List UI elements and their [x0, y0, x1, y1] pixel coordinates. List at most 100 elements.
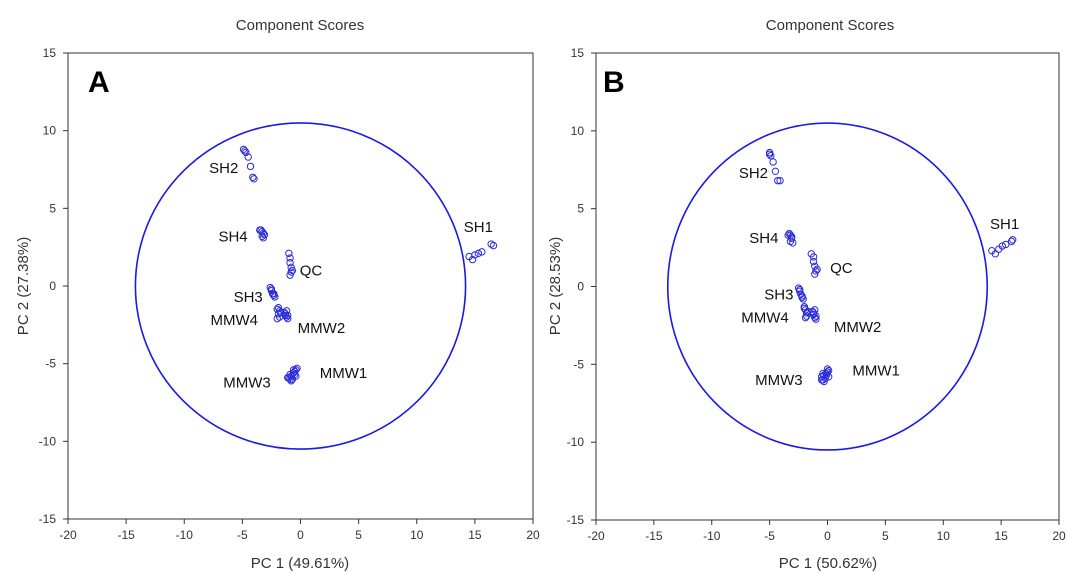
point-mmw2 [808, 307, 817, 316]
point-sh2 [767, 152, 775, 160]
chart-title: Component Scores [766, 17, 894, 34]
x-tick-label: 15 [468, 528, 482, 542]
point-mmw1 [824, 373, 833, 381]
point-qc [286, 259, 294, 267]
point-sh3 [794, 284, 803, 292]
point-sh1 [1002, 240, 1010, 249]
point-mmw1 [823, 368, 832, 376]
point-mmw4 [801, 313, 810, 322]
group-label-qc: QC [300, 262, 323, 279]
point-sh3 [271, 293, 279, 301]
x-axis-label: PC 1 (49.61%) [251, 555, 349, 572]
group-label-sh2: SH2 [209, 160, 238, 177]
group-label-mmw1: MMW1 [852, 363, 900, 380]
point-qc [286, 254, 294, 262]
panel-letter: B [603, 66, 625, 99]
panel-letter: A [88, 66, 110, 99]
point-mmw3 [287, 377, 295, 385]
x-tick-label: 15 [994, 529, 1008, 543]
x-tick-label: -5 [764, 529, 775, 543]
point-qc [286, 271, 294, 279]
point-sh2 [765, 150, 774, 158]
point-sh1 [1009, 236, 1017, 244]
y-tick-label: -10 [39, 434, 57, 448]
y-tick-label: 15 [571, 46, 585, 60]
group-label-mmw4: MMW4 [210, 312, 258, 329]
x-tick-label: 0 [824, 529, 831, 543]
x-axis-label: PC 1 (50.62%) [779, 555, 877, 572]
group-label-mmw2: MMW2 [834, 319, 882, 336]
point-mmw3 [821, 374, 829, 383]
point-sh4 [786, 237, 795, 246]
panel-b: Component Scores B PC 1 (50.62%) PC 2 (2… [547, 17, 1066, 572]
point-qc [287, 263, 295, 272]
point-mmw2 [284, 311, 292, 320]
point-sh2 [246, 162, 255, 171]
x-tick-label: -15 [117, 528, 135, 542]
y-axis-label: PC 2 (28.53%) [547, 237, 564, 335]
point-sh3 [266, 283, 274, 292]
panel-a: Component Scores A PC 1 (49.61%) PC 2 (2… [15, 17, 540, 572]
point-sh4 [259, 234, 267, 242]
point-sh4 [260, 231, 269, 239]
group-label-mmw3: MMW3 [223, 374, 271, 391]
group-label-sh3: SH3 [234, 289, 263, 306]
y-tick-label: 10 [43, 124, 57, 138]
point-sh2 [774, 176, 782, 185]
point-mmw1 [292, 372, 300, 380]
point-sh3 [270, 290, 278, 298]
point-mmw1 [293, 364, 301, 373]
point-qc [809, 257, 818, 266]
group-label-mmw4: MMW4 [741, 310, 789, 327]
x-tick-label: 20 [526, 528, 540, 542]
point-qc [812, 267, 820, 275]
x-tick-label: 10 [937, 529, 951, 543]
point-sh2 [776, 176, 784, 185]
group-label-sh4: SH4 [749, 230, 778, 247]
point-mmw2 [812, 312, 820, 320]
y-tick-label: 15 [43, 46, 57, 60]
y-tick-label: 10 [571, 124, 585, 138]
point-mmw2 [282, 307, 291, 315]
point-sh2 [241, 147, 249, 155]
group-label-sh4: SH4 [218, 228, 247, 245]
point-sh1 [468, 255, 477, 264]
point-mmw1 [290, 370, 299, 379]
x-tick-label: -10 [703, 529, 721, 543]
point-qc [811, 270, 819, 278]
x-tick-label: 0 [297, 528, 304, 542]
point-sh1 [489, 241, 498, 250]
point-sh2 [249, 173, 257, 181]
y-tick-label: -5 [573, 357, 584, 371]
group-label-sh1: SH1 [990, 216, 1019, 233]
group-label-mmw3: MMW3 [755, 372, 803, 389]
x-tick-label: -5 [237, 528, 248, 542]
point-sh2 [769, 158, 777, 166]
point-sh1 [471, 251, 479, 259]
y-tick-label: 5 [577, 202, 584, 216]
x-tick-label: 5 [355, 528, 362, 542]
point-qc [809, 253, 818, 261]
group-label-sh2: SH2 [739, 165, 768, 182]
point-sh1 [474, 249, 483, 258]
group-label-mmw2: MMW2 [298, 320, 346, 337]
x-tick-label: -15 [645, 529, 663, 543]
x-tick-label: -20 [587, 529, 605, 543]
y-tick-label: 0 [49, 279, 56, 293]
point-sh3 [267, 285, 276, 293]
x-tick-label: 5 [882, 529, 889, 543]
point-sh3 [796, 285, 804, 294]
point-sh4 [784, 231, 792, 239]
point-mmw4 [800, 304, 809, 312]
point-mmw4 [274, 304, 283, 312]
point-mmw4 [802, 312, 811, 320]
y-tick-label: -5 [45, 357, 56, 371]
y-tick-label: -15 [567, 513, 585, 527]
point-sh4 [257, 226, 265, 234]
point-sh1 [478, 248, 486, 256]
point-mmw1 [822, 371, 831, 379]
point-mmw1 [289, 366, 298, 374]
point-sh2 [771, 167, 780, 176]
point-sh3 [799, 295, 807, 303]
confidence-ellipse [666, 122, 989, 451]
